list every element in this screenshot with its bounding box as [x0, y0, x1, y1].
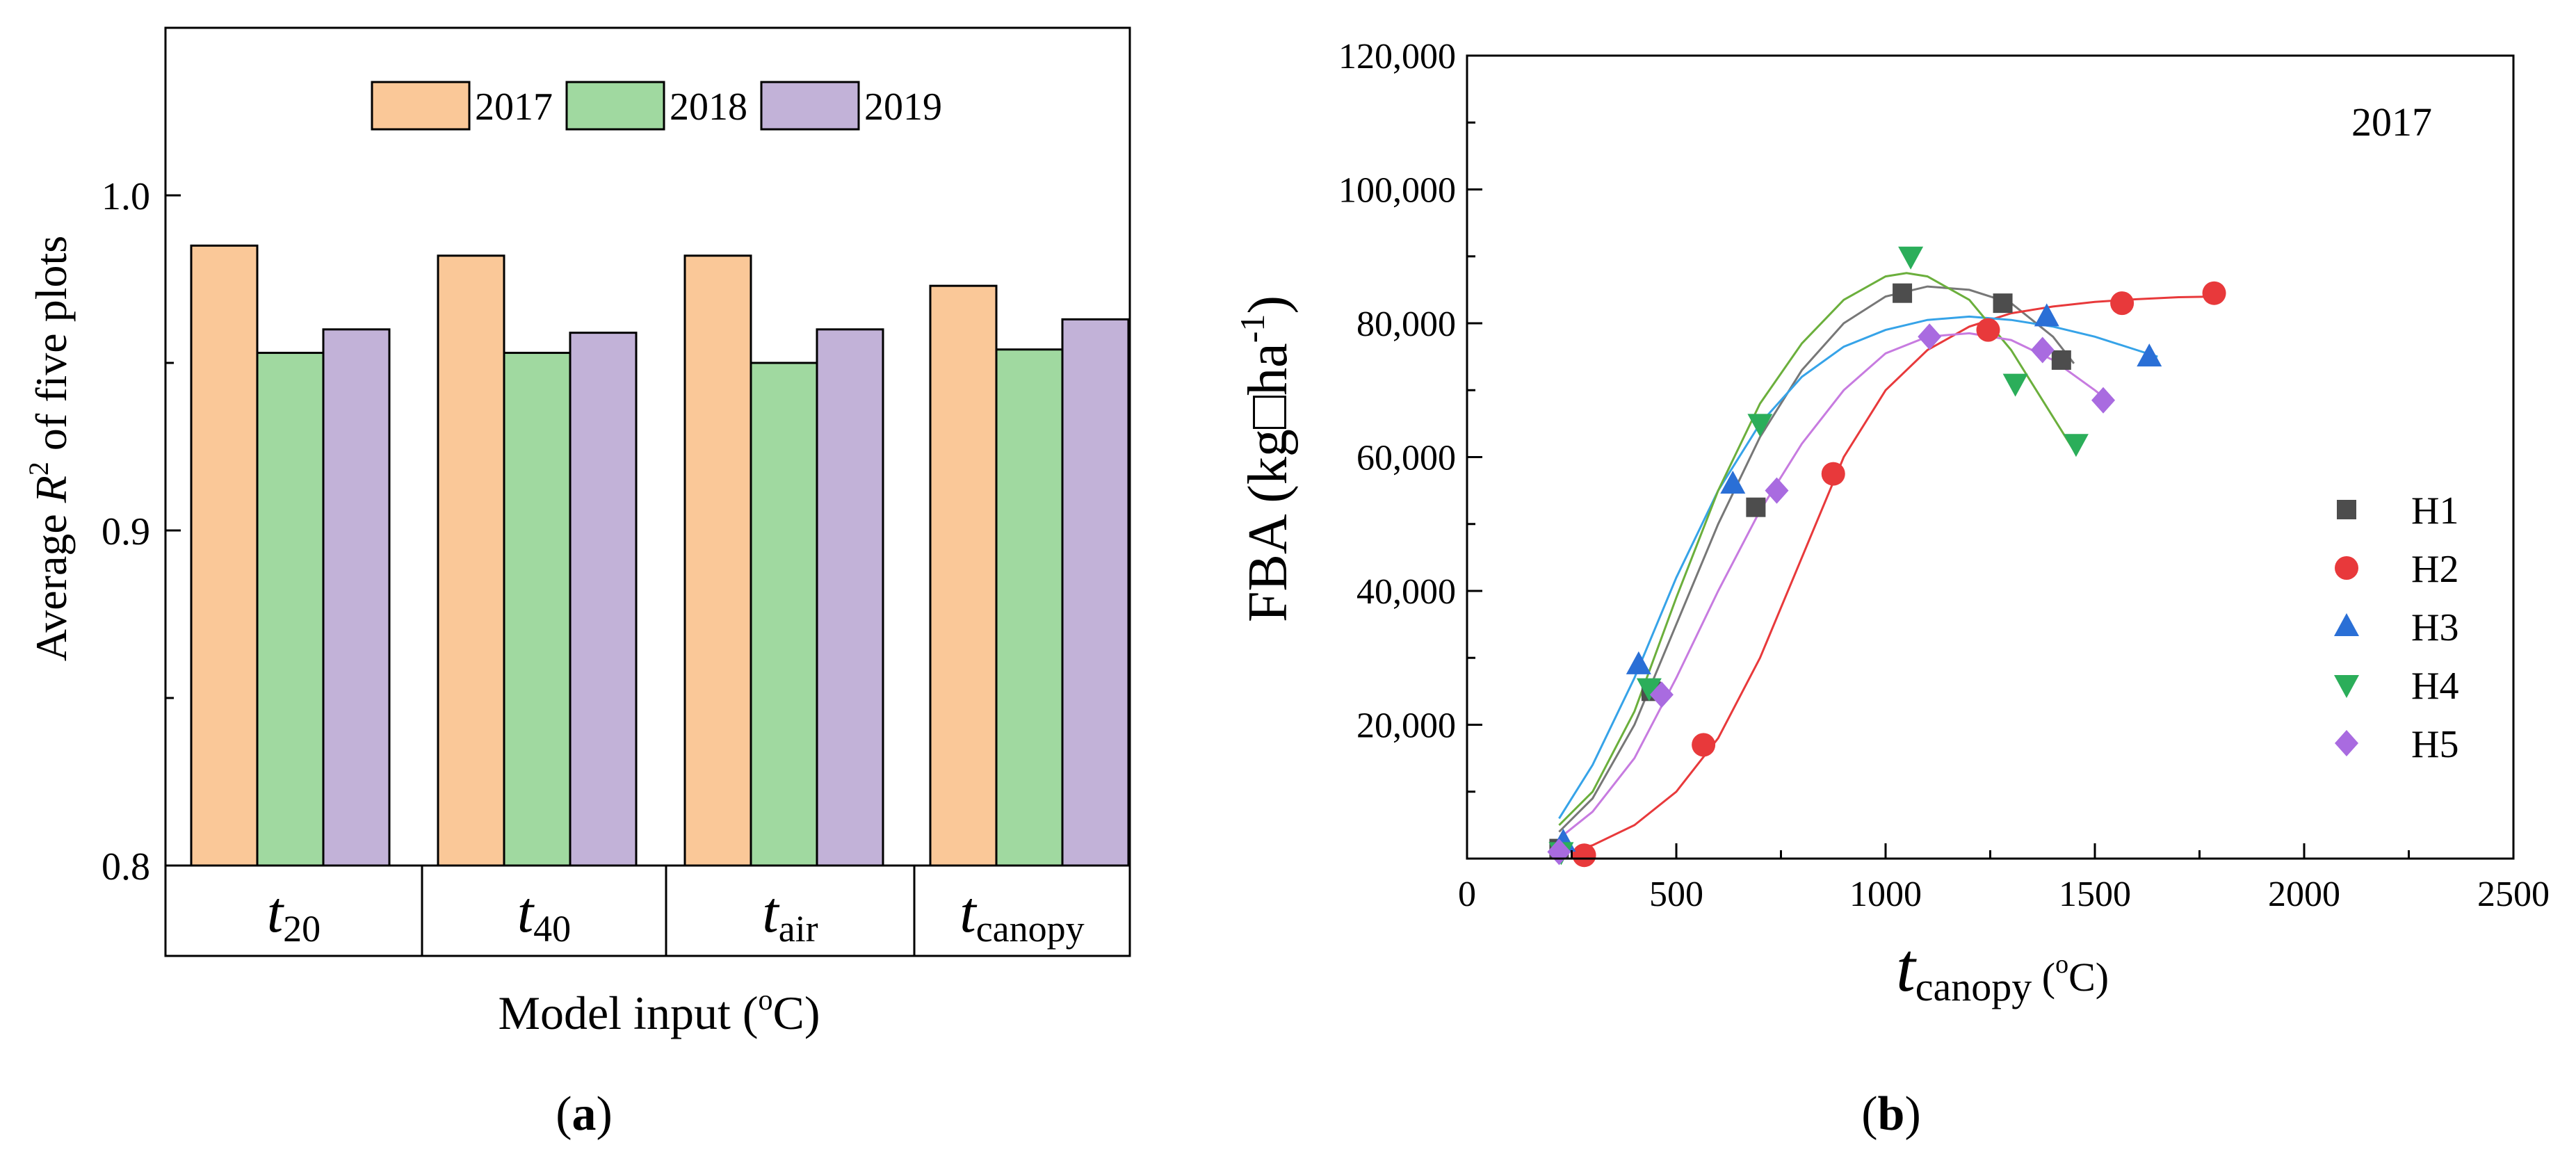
point-H3 — [1626, 651, 1651, 674]
point-H4 — [1636, 678, 1662, 701]
point-H1 — [1893, 283, 1913, 303]
point-H1 — [1993, 293, 2013, 314]
a-x-axis-label: Model input (oC) — [499, 984, 820, 1039]
b-y-tick-label: 100,000 — [1338, 171, 1456, 211]
point-H2 — [2202, 281, 2226, 305]
point-H3 — [2034, 303, 2059, 327]
b-y-tick-label: 40,000 — [1356, 572, 1456, 612]
bar-2018-tair — [750, 362, 818, 867]
point-H2 — [1692, 733, 1716, 757]
bar-2018-tcanopy — [995, 348, 1064, 867]
bar-2019-t20 — [322, 328, 391, 867]
b-y-tick-label: 120,000 — [1338, 37, 1456, 76]
a-category-table: t20 t40 tair tcanopy — [164, 864, 1131, 957]
b-x-tick-label: 0 — [1458, 875, 1476, 914]
point-H2 — [1976, 318, 2000, 342]
b-axis-ticks: 0 500 1000 1500 2000 2500 20,000 40,000 60,000 80… — [1338, 37, 2550, 914]
bar-2017-tair — [683, 254, 752, 867]
legend-marker-H5 — [2335, 730, 2358, 756]
b-year-annotation: 2017 — [2351, 99, 2432, 145]
legend-marker-H4 — [2334, 675, 2359, 698]
legend-marker-H3 — [2334, 613, 2359, 636]
point-H4 — [1898, 246, 1924, 270]
panel-b-scatter-chart: 0 500 1000 1500 2000 2500 20,000 40,000 60,000 80… — [1233, 37, 2550, 1141]
point-H4 — [2063, 434, 2089, 457]
bar-2017-tcanopy — [929, 284, 998, 867]
bar-2017-t20 — [190, 244, 259, 867]
point-H2 — [1572, 843, 1596, 868]
fit-curve-H4 — [1558, 272, 2075, 826]
b-x-tick-label: 2000 — [2268, 875, 2340, 914]
legend-swatch-2019 — [760, 81, 860, 131]
b-x-tick-label: 2500 — [2477, 875, 2550, 914]
bar-2017-t40 — [437, 254, 505, 867]
legend-label-H5: H5 — [2411, 723, 2458, 766]
b-y-tick-label: 20,000 — [1356, 706, 1456, 746]
a-category-cell — [913, 864, 1131, 957]
category-label-tcanopy: tcanopy — [959, 880, 1084, 950]
point-H5 — [1765, 477, 1789, 504]
legend-label-2018: 2018 — [670, 86, 747, 129]
bar-2019-t40 — [569, 332, 638, 867]
legend-marker-H2 — [2335, 556, 2358, 580]
a-y-tick-label: 1.0 — [102, 175, 150, 218]
b-fit-curves — [1558, 272, 2221, 853]
legend-swatch-2018 — [565, 81, 665, 131]
fit-curve-H5 — [1558, 332, 2109, 840]
a-y-tick-label: 0.8 — [102, 845, 150, 888]
category-label-tair: tair — [762, 880, 818, 950]
a-panel-label: (a) — [556, 1087, 613, 1141]
b-y-axis-label: FBA (kg□ha-1) — [1233, 295, 1299, 622]
point-H5 — [1918, 323, 1942, 350]
fit-curve-H2 — [1567, 295, 2221, 853]
legend-label-H1: H1 — [2411, 489, 2458, 533]
category-label-t20: t20 — [267, 880, 321, 950]
b-x-axis-label: tcanopy (oC) — [1896, 929, 2109, 1009]
point-H5 — [2030, 336, 2055, 364]
category-label-t40: t40 — [517, 880, 571, 950]
legend-label-2017: 2017 — [475, 86, 553, 129]
bar-2019-tair — [816, 328, 884, 867]
b-y-tick-label: 60,000 — [1356, 439, 1456, 478]
legend-label-H2: H2 — [2411, 548, 2458, 591]
fit-curve-H3 — [1558, 315, 2158, 820]
bar-2018-t40 — [503, 352, 572, 867]
b-plot-frame — [1466, 54, 2515, 860]
bar-2018-t20 — [256, 352, 325, 867]
fit-curve-H1 — [1558, 285, 2075, 833]
legend-label-2019: 2019 — [864, 86, 942, 129]
a-legend: 2017 2018 2019 — [371, 81, 942, 131]
b-x-tick-label: 1500 — [2059, 875, 2131, 914]
a-y-tick-label: 0.9 — [102, 510, 150, 553]
point-H3 — [1720, 471, 1746, 494]
point-H2 — [1821, 462, 1845, 486]
b-x-tick-label: 500 — [1649, 875, 1703, 914]
b-x-tick-label: 1000 — [1849, 875, 1922, 914]
legend-marker-H1 — [2337, 500, 2356, 519]
point-H5 — [2091, 387, 2116, 414]
a-y-axis-label: Average R2 of five plots — [23, 236, 76, 661]
point-H1 — [2051, 350, 2071, 370]
b-panel-label: (b) — [1861, 1087, 1921, 1141]
b-legend: H1 H2 H3 H4 H5 — [2334, 489, 2458, 766]
point-H5 — [1649, 681, 1674, 708]
a-y-ticks: 0.8 0.9 1.0 — [102, 175, 181, 888]
panel-a-bar-chart: 0.80.91.0 Average R2 of five plots 2017 2… — [23, 26, 1131, 1141]
legend-swatch-2017 — [371, 81, 471, 131]
legend-label-H3: H3 — [2411, 606, 2458, 649]
point-H4 — [2002, 373, 2028, 397]
b-data-points — [1547, 246, 2226, 868]
point-H3 — [2137, 343, 2162, 367]
point-H1 — [1746, 497, 1766, 517]
b-y-tick-label: 80,000 — [1356, 305, 1456, 344]
legend-label-H4: H4 — [2411, 665, 2458, 708]
bar-2019-tcanopy — [1061, 318, 1130, 867]
point-H2 — [2110, 291, 2134, 316]
point-H4 — [1747, 414, 1773, 437]
a-bars — [190, 244, 1130, 867]
